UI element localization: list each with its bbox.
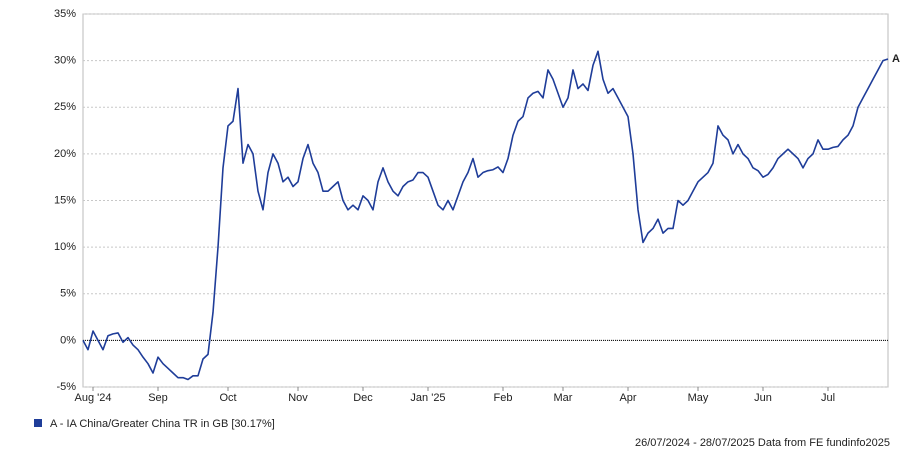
x-tick-label: Sep	[148, 392, 168, 404]
x-tick-label: May	[688, 392, 709, 404]
plot-area	[82, 13, 889, 388]
y-tick-label: -5%	[56, 381, 76, 393]
x-tick-label: Mar	[554, 392, 573, 404]
legend-swatch	[34, 419, 42, 427]
x-tick-label: Oct	[219, 392, 236, 404]
x-tick-label: Feb	[494, 392, 513, 404]
x-tick-label: Jul	[821, 392, 835, 404]
x-tick-label: Nov	[288, 392, 308, 404]
y-tick-label: 5%	[60, 288, 76, 300]
x-tick-label: Jan '25	[410, 392, 445, 404]
y-tick-label: 30%	[54, 55, 76, 67]
x-tick-label: Apr	[619, 392, 636, 404]
x-tick-label: Aug '24	[75, 392, 112, 404]
y-tick-label: 20%	[54, 148, 76, 160]
footer: 26/07/2024 - 28/07/2025 Data from FE fun…	[635, 437, 890, 449]
y-tick-label: 10%	[54, 241, 76, 253]
y-tick-label: 35%	[54, 8, 76, 20]
x-tick-label: Dec	[353, 392, 373, 404]
legend-label: A - IA China/Greater China TR in GB [30.…	[50, 418, 275, 430]
x-tick-label: Jun	[754, 392, 772, 404]
end-label: A	[892, 53, 900, 65]
y-tick-label: 0%	[60, 334, 76, 346]
y-tick-label: 15%	[54, 194, 76, 206]
y-tick-label: 25%	[54, 101, 76, 113]
series-line	[82, 50, 889, 381]
